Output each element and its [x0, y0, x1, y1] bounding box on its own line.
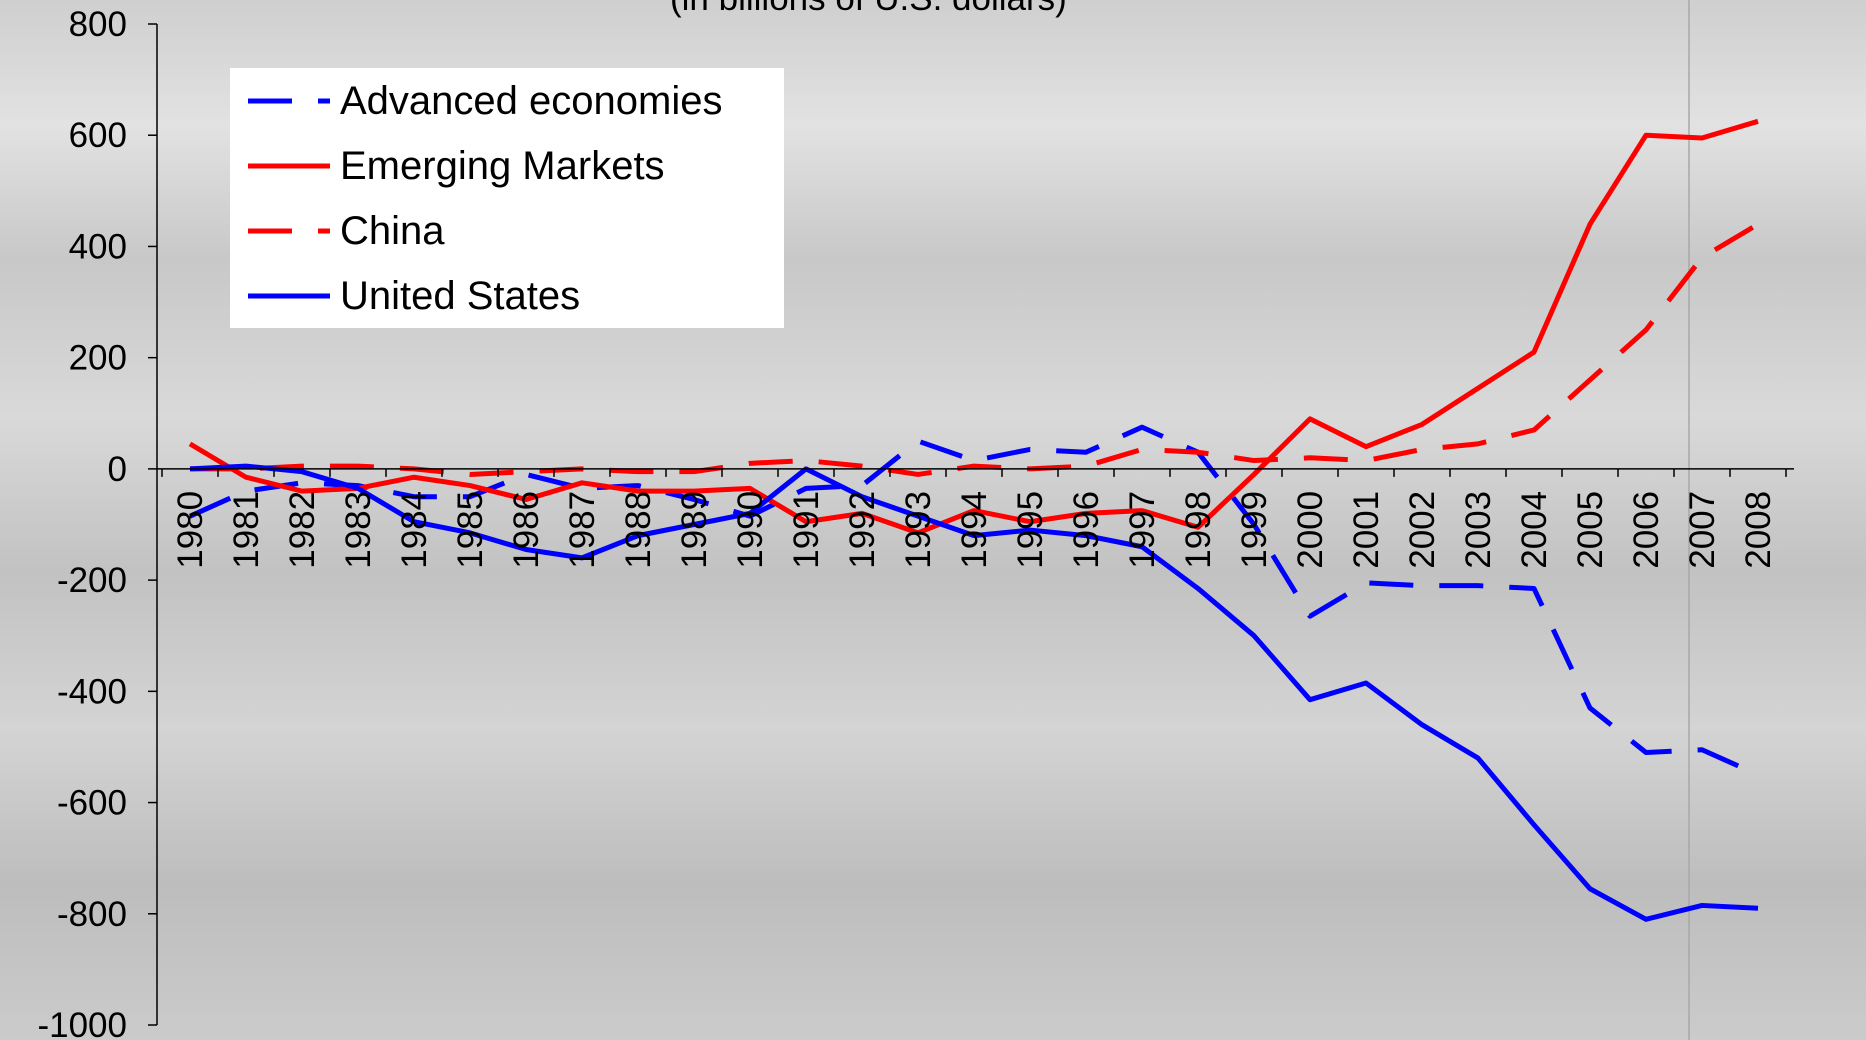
x-axis: 1980 1981 1982 1983 1984 1985 1986 1987 1988 1989…: [157, 468, 1794, 569]
y-tick-label: -200: [57, 561, 127, 600]
x-tick-label: 2001: [1347, 491, 1386, 569]
x-tick-label: 2006: [1627, 491, 1666, 569]
x-tick-label: 1996: [1067, 491, 1106, 569]
series-line-china: [190, 222, 1760, 477]
y-tick-label: 800: [69, 5, 127, 44]
x-tick-label: 1994: [955, 491, 994, 569]
x-tick-label: 2007: [1683, 491, 1722, 569]
x-tick-label: 1991: [787, 491, 826, 569]
x-tick-label: 1993: [899, 491, 938, 569]
x-tick-label: 2005: [1571, 491, 1610, 569]
x-tick-label: 2004: [1515, 491, 1554, 569]
y-tick-label: 400: [69, 227, 127, 266]
legend-item-advanced-economies: Advanced economies: [248, 79, 722, 123]
x-tick-label: 2003: [1459, 491, 1498, 569]
x-tick-label: 1986: [507, 491, 546, 569]
x-tick-label: 1985: [451, 491, 490, 569]
x-tick-label: 1984: [395, 491, 434, 569]
x-tick-label: 1982: [283, 491, 322, 569]
legend-label-emerging-markets: Emerging Markets: [340, 144, 665, 188]
y-tick-label: -1000: [37, 1006, 127, 1040]
y-tick-label: -800: [57, 895, 127, 934]
x-tick-label: 1997: [1123, 491, 1162, 569]
y-tick-label: 200: [69, 339, 127, 378]
x-tick-label: 2002: [1403, 491, 1442, 569]
legend-item-united-states: United States: [248, 274, 580, 318]
series-layer: [188, 118, 1760, 922]
x-tick-label: 1988: [619, 491, 658, 569]
legend-label-united-states: United States: [340, 274, 580, 318]
y-tick-label: -600: [57, 784, 127, 823]
legend-item-china: China: [248, 209, 445, 253]
x-tick-label: 1983: [339, 491, 378, 569]
y-tick-label: -400: [57, 672, 127, 711]
x-tick-label: 1989: [675, 491, 714, 569]
y-tick-label: 0: [108, 450, 127, 489]
x-tick-label: 1998: [1179, 491, 1218, 569]
x-tick-label: 1981: [227, 491, 266, 569]
x-tick-label: 2000: [1291, 491, 1330, 569]
legend: Advanced economies Emerging Markets Chin…: [230, 68, 784, 328]
legend-item-emerging-markets: Emerging Markets: [248, 144, 665, 188]
x-tick-label: 1999: [1235, 491, 1274, 569]
series-line-united-states: [189, 463, 1759, 922]
x-tick-label: 1992: [843, 491, 882, 569]
y-axis: -1000 -800 -600 -400 -200 0 200 400 600 800: [37, 5, 158, 1040]
x-tick-label: 1980: [171, 491, 210, 569]
subtitle-fragment: (in billions of U.S. dollars): [670, 0, 1067, 18]
x-tick-label: 1995: [1011, 491, 1050, 569]
series-line-emerging-markets: [188, 118, 1759, 536]
y-tick-label: 600: [69, 116, 127, 155]
legend-label-advanced-economies: Advanced economies: [340, 79, 722, 123]
x-tick-label: 1990: [731, 491, 770, 569]
legend-box: [230, 68, 784, 328]
legend-label-china: China: [340, 209, 445, 253]
x-tick-label: 2008: [1739, 491, 1778, 569]
x-tick-label: 1987: [563, 491, 602, 569]
